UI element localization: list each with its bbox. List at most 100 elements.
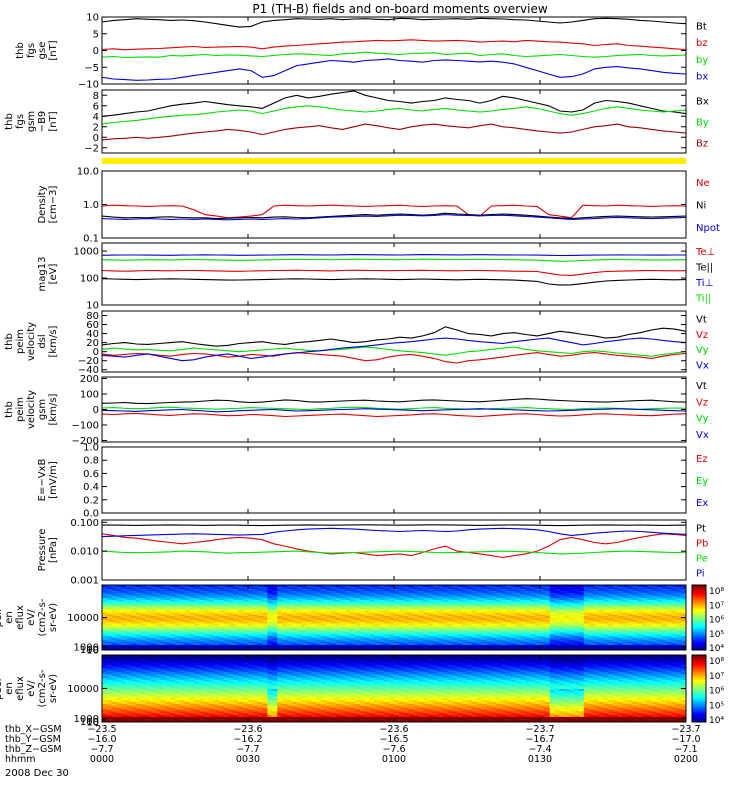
y-tick-label: −2	[84, 143, 99, 154]
legend-entry: Te||	[695, 262, 713, 273]
panel-bg	[102, 520, 686, 580]
legend-entry: Ez	[696, 454, 708, 465]
y-axis-label-line: thb	[4, 113, 15, 130]
series-line-Pt	[102, 525, 686, 526]
y-tick-label: 0.1	[83, 234, 99, 245]
y-tick-label: 10	[86, 301, 99, 312]
panel-bg	[102, 447, 686, 513]
y-axis-label-line: velocity	[26, 390, 37, 429]
y-tick-label: 10	[86, 13, 99, 24]
y-axis-label-line: en	[4, 611, 15, 624]
y-axis-label-line: E=−VxB	[37, 459, 48, 502]
y-axis-label-line: [km/s]	[48, 393, 59, 425]
y-axis-label-line: [cm−3]	[48, 186, 59, 224]
y-tick-label: −100	[72, 420, 99, 431]
y-tick-label: 0.8	[83, 456, 99, 467]
y-axis-label-line: [mV/m]	[48, 461, 59, 499]
panel-bg	[102, 171, 686, 238]
y-axis-label-line: velocity	[26, 322, 37, 361]
legend-entry: Vz	[696, 397, 708, 408]
series-line-Ti⊥	[102, 255, 686, 256]
legend-entry: Ey	[696, 476, 708, 487]
y-axis-label-line: mag13	[37, 257, 48, 292]
spectrogram-peer_en_eflux	[102, 655, 687, 723]
legend-entry: bz	[696, 38, 708, 49]
y-tick-label: 0	[93, 46, 99, 57]
y-tick-label: 8	[93, 91, 99, 102]
legend-entry: Bt	[696, 21, 707, 32]
panel-bg	[102, 90, 686, 153]
y-axis-label: Density[cm−3]	[37, 185, 59, 223]
legend-entry: Npot	[696, 223, 720, 234]
legend-entry: bx	[696, 72, 708, 83]
y-axis-label-line: thb	[4, 401, 15, 418]
y-axis-label-line: fgs	[26, 43, 37, 58]
y-tick-label: −10	[78, 80, 99, 91]
colorbar-tick-label: 10⁵	[709, 630, 724, 640]
y-axis-label-line: [nPa]	[48, 537, 59, 563]
y-tick-label: 0.001	[70, 576, 99, 587]
y-axis-label-line: eflux	[15, 605, 26, 630]
y-axis-label-line: gse	[37, 42, 48, 60]
y-tick-label: 2	[93, 122, 99, 133]
panel-bg	[102, 311, 686, 372]
legend-entry: Pb	[696, 539, 708, 550]
y-tick-label: 0	[93, 133, 99, 144]
panel-bg	[102, 17, 686, 84]
y-tick-label: 6	[93, 101, 99, 112]
y-axis-label: mag13[eV]	[37, 257, 59, 292]
y-axis-label-line: gsm	[26, 111, 37, 132]
y-axis-label-line: eV/	[26, 609, 37, 626]
y-tick-label: 0	[93, 405, 99, 416]
legend-entry: by	[696, 55, 708, 66]
y-tick-label: 1000	[74, 247, 99, 258]
y-axis-label-line: fgs	[15, 114, 26, 129]
spectrogram-peir_en_eflux	[102, 585, 687, 651]
y-axis-label-line: Density	[37, 185, 48, 223]
colorbar-tick-label: 10⁷	[709, 601, 724, 611]
legend-entry: Te⊥	[695, 247, 715, 258]
y-tick-label: −5	[84, 63, 99, 74]
legend-entry: Pi	[696, 569, 705, 580]
y-axis-label-line: peim	[15, 329, 26, 354]
legend-entry: Ti⊥	[695, 278, 713, 289]
y-tick-label: 0.2	[83, 495, 99, 506]
y-axis-label-line: gsm	[37, 399, 48, 420]
y-tick-label: 0.4	[83, 482, 99, 493]
y-tick-label: 100	[80, 390, 99, 401]
y-axis-label-line: peim	[15, 397, 26, 422]
yellow-bar	[102, 158, 686, 164]
legend-entry: Vt	[696, 315, 707, 326]
legend-entry: Vy	[696, 345, 709, 356]
legend-entry: Ne	[696, 178, 710, 189]
y-axis-label-line: [eV]	[48, 264, 59, 285]
legend-entry: Bx	[696, 97, 709, 108]
y-axis-label: E=−VxB[mV/m]	[37, 459, 59, 502]
legend-entry: Vy	[696, 414, 709, 425]
colorbar-tick-label: 10⁴	[709, 644, 724, 654]
y-axis-label-line: [nT]	[48, 40, 59, 60]
colorbar-tick-label: 10⁶	[709, 616, 724, 626]
y-axis-label-line: [nT]	[48, 111, 59, 131]
legend-entry: Vx	[696, 430, 709, 441]
y-axis-label: thbpeirenefluxeV/(cm2-s-sr-eV)	[0, 598, 59, 636]
legend-entry: By	[696, 118, 709, 129]
y-axis-label-line: −B9	[37, 111, 48, 133]
y-tick-label: 100	[80, 274, 99, 285]
y-axis-label-line: (cm2-s-	[37, 598, 48, 636]
y-tick-label: 10	[86, 646, 99, 657]
legend-entry: Pt	[696, 524, 706, 535]
y-tick-label: 10.0	[77, 167, 99, 178]
